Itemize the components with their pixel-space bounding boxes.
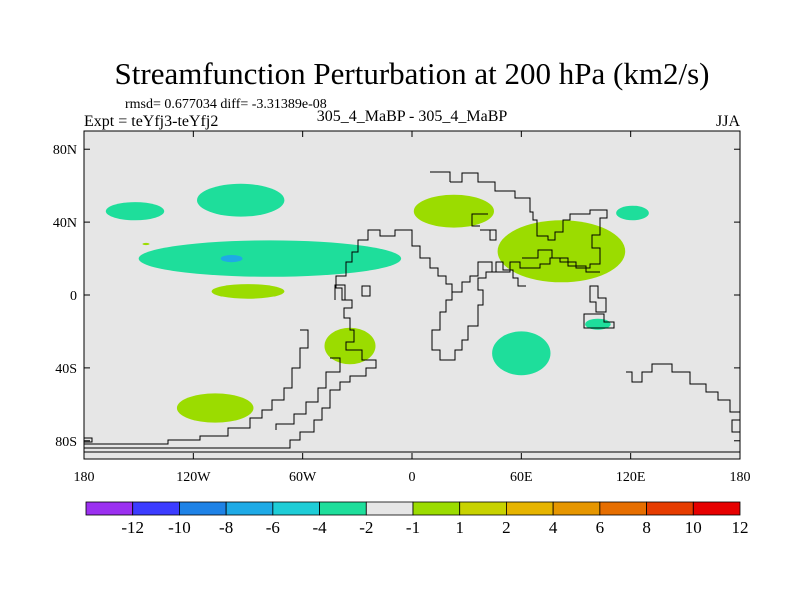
- colorbar-swatch: [412, 501, 461, 516]
- colorbar-swatch: [599, 501, 647, 516]
- y-tick-label: 80S: [55, 435, 77, 450]
- colorbar-swatch: [85, 501, 134, 516]
- anomaly-positive-central-asia: [497, 220, 626, 283]
- x-tick-label: 0: [409, 470, 416, 485]
- season-label: JJA: [716, 113, 740, 130]
- colorbar-swatch: [552, 501, 601, 516]
- x-tick-label: 180: [74, 470, 95, 485]
- colorbar-swatch: [646, 501, 694, 516]
- colorbar-swatch: [506, 501, 554, 516]
- anomaly-positive-south-pacific: [176, 393, 254, 423]
- anomaly-negative-east-asia: [616, 205, 649, 221]
- chart-title: Streamfunction Perturbation at 200 hPa (…: [115, 56, 710, 91]
- anomaly-negative-north-pacific: [105, 202, 165, 221]
- anomaly-positive-europe: [413, 194, 494, 228]
- anomaly-negative-alaska: [197, 183, 285, 217]
- run-label: 305_4_MaBP - 305_4_MaBP: [317, 108, 508, 125]
- anomaly-positive-tiny-pacific: [142, 242, 150, 246]
- colorbar-label: 4: [549, 518, 558, 537]
- colorbar-swatch: [459, 501, 507, 516]
- y-axis: 80N 40N 0 40S 80S: [53, 143, 740, 450]
- colorbar-label: 10: [685, 518, 702, 537]
- x-axis: 180 120W 60W 0 60E 120E 180: [74, 131, 751, 485]
- y-tick-label: 80N: [53, 143, 77, 158]
- colorbar-label: -12: [121, 518, 144, 537]
- coastline: [84, 171, 740, 453]
- colorbar-swatch: [692, 501, 741, 516]
- colorbar-swatch: [272, 501, 320, 516]
- colorbar-label: 6: [596, 518, 605, 537]
- colorbar-label: -10: [168, 518, 191, 537]
- anomaly-negative-tropical-core: [220, 255, 243, 263]
- colorbar-label: 12: [732, 518, 749, 537]
- anomaly-negative-tropical-pacific-band: [138, 240, 402, 277]
- x-tick-label: 60E: [510, 470, 533, 485]
- colorbar-label: -8: [219, 518, 233, 537]
- colorbar-label: 2: [502, 518, 511, 537]
- colorbar-label: -1: [406, 518, 420, 537]
- colorbar-label: -2: [359, 518, 373, 537]
- colorbar-swatch: [319, 501, 367, 516]
- anomaly-positive-east-pacific: [211, 284, 285, 299]
- x-tick-label: 60W: [289, 470, 317, 485]
- anomaly-layer: [105, 183, 649, 423]
- y-tick-label: 0: [70, 289, 77, 304]
- colorbar-label: 1: [455, 518, 464, 537]
- colorbar-label: -6: [266, 518, 280, 537]
- colorbar-label: -4: [312, 518, 327, 537]
- colorbar: -12 -10 -8 -6 -4 -2 -1 1 2 4 6 8 10 12: [85, 501, 749, 537]
- colorbar-label: 8: [642, 518, 651, 537]
- experiment-label: Expt = teYfj3-teYfj2: [84, 113, 218, 130]
- colorbar-swatch: [179, 501, 227, 516]
- anomaly-negative-indian-ocean: [492, 331, 551, 376]
- y-tick-label: 40N: [53, 216, 77, 231]
- x-tick-label: 120W: [176, 470, 211, 485]
- anomaly-positive-south-america: [324, 327, 376, 365]
- stats-text: rmsd= 0.677034 diff= -3.31389e-08: [125, 97, 327, 112]
- y-tick-label: 40S: [55, 362, 77, 377]
- x-tick-label: 180: [730, 470, 751, 485]
- colorbar-swatch: [365, 501, 414, 516]
- colorbar-swatch: [132, 501, 180, 516]
- x-tick-label: 120E: [616, 470, 646, 485]
- colorbar-swatch: [225, 501, 274, 516]
